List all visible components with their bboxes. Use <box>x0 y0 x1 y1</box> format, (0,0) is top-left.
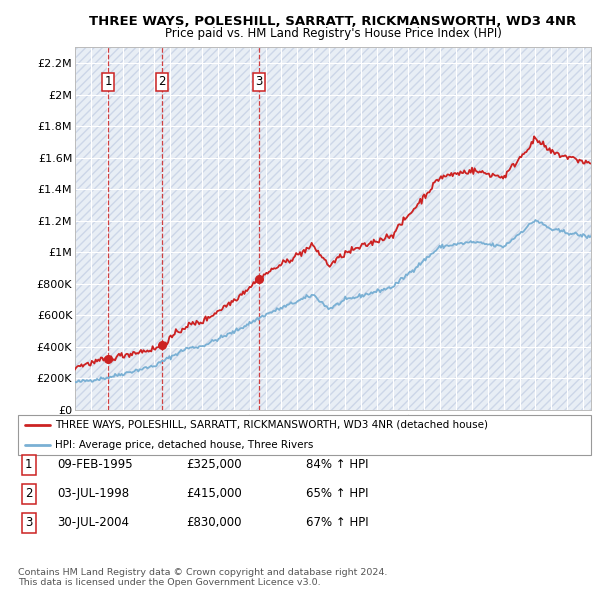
Text: 3: 3 <box>255 75 263 88</box>
Text: 09-FEB-1995: 09-FEB-1995 <box>57 458 133 471</box>
Text: HPI: Average price, detached house, Three Rivers: HPI: Average price, detached house, Thre… <box>55 440 314 450</box>
Text: 65% ↑ HPI: 65% ↑ HPI <box>306 487 368 500</box>
Text: 2: 2 <box>158 75 166 88</box>
Text: 1: 1 <box>25 458 32 471</box>
Text: 1: 1 <box>104 75 112 88</box>
Text: 3: 3 <box>25 516 32 529</box>
Text: 84% ↑ HPI: 84% ↑ HPI <box>306 458 368 471</box>
Text: 03-JUL-1998: 03-JUL-1998 <box>57 487 129 500</box>
Text: 67% ↑ HPI: 67% ↑ HPI <box>306 516 368 529</box>
Text: £830,000: £830,000 <box>186 516 241 529</box>
Text: Contains HM Land Registry data © Crown copyright and database right 2024.
This d: Contains HM Land Registry data © Crown c… <box>18 568 388 587</box>
Text: £325,000: £325,000 <box>186 458 242 471</box>
Text: 30-JUL-2004: 30-JUL-2004 <box>57 516 129 529</box>
Text: Price paid vs. HM Land Registry's House Price Index (HPI): Price paid vs. HM Land Registry's House … <box>164 27 502 40</box>
Text: 2: 2 <box>25 487 32 500</box>
Text: £415,000: £415,000 <box>186 487 242 500</box>
Text: THREE WAYS, POLESHILL, SARRATT, RICKMANSWORTH, WD3 4NR: THREE WAYS, POLESHILL, SARRATT, RICKMANS… <box>89 15 577 28</box>
FancyBboxPatch shape <box>18 415 591 455</box>
Text: THREE WAYS, POLESHILL, SARRATT, RICKMANSWORTH, WD3 4NR (detached house): THREE WAYS, POLESHILL, SARRATT, RICKMANS… <box>55 420 488 430</box>
